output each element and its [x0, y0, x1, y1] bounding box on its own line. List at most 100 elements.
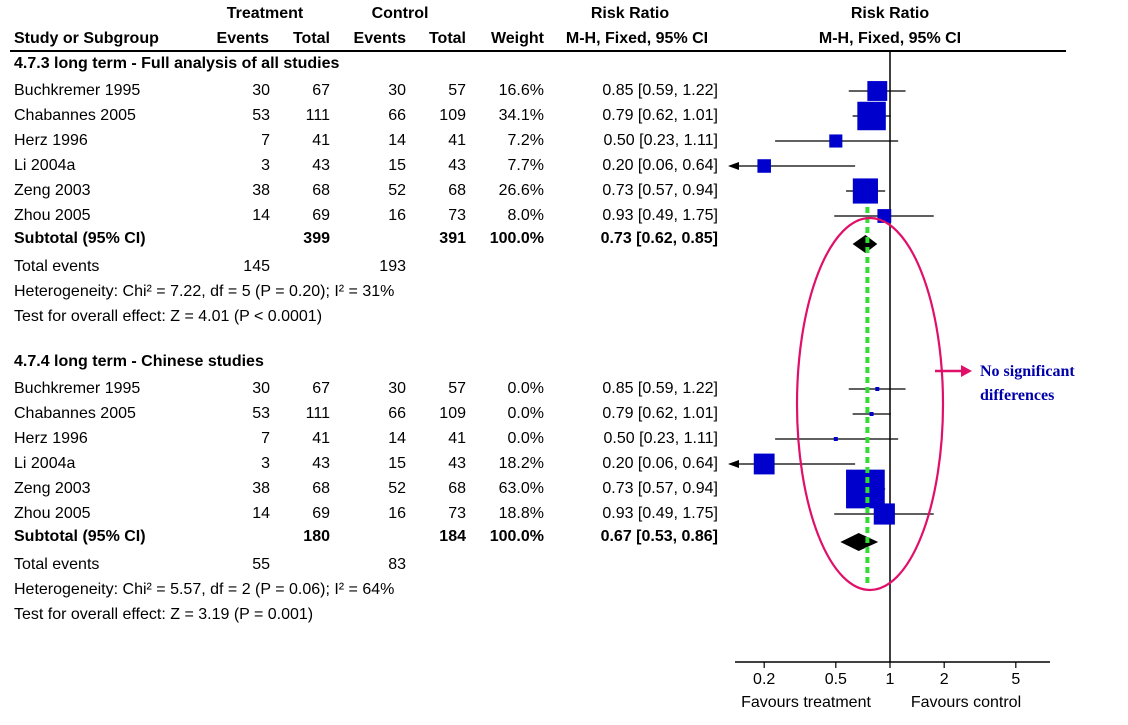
study-t-total: 67: [312, 380, 330, 397]
subtotal-label: Subtotal (95% CI): [14, 230, 146, 247]
study-c-total: 41: [448, 430, 466, 447]
study-name: Zhou 2005: [14, 505, 91, 522]
study-weight: 0.0%: [507, 405, 544, 422]
study-t-events: 30: [252, 380, 270, 397]
total-events-treatment: 55: [252, 556, 270, 573]
x-tick-label: 5: [1011, 671, 1020, 688]
subtotal-weight: 100.0%: [489, 230, 544, 247]
study-ci: 0.73 [0.57, 0.94]: [602, 182, 718, 199]
total-events-control: 83: [388, 556, 406, 573]
study-ci: 0.50 [0.23, 1.11]: [603, 430, 718, 447]
header-rr-method: M-H, Fixed, 95% CI: [565, 30, 709, 47]
study-c-total: 109: [439, 405, 466, 422]
study-c-total: 73: [448, 207, 466, 224]
header-rule: [10, 50, 1066, 52]
study-c-total: 43: [448, 157, 466, 174]
study-c-total: 57: [448, 380, 466, 397]
study-t-events: 3: [261, 455, 270, 472]
group-title: 4.7.3 long term - Full analysis of all s…: [14, 55, 340, 72]
overall-effect-text: Test for overall effect: Z = 3.19 (P = 0…: [14, 606, 314, 623]
study-t-total: 43: [312, 157, 330, 174]
study-name: Li 2004a: [14, 455, 76, 472]
x-tick-label: 0.5: [825, 671, 847, 688]
subtotal-t-total: 180: [303, 528, 330, 545]
point-marker: [829, 134, 843, 148]
header-study: Study or Subgroup: [14, 30, 159, 47]
study-c-events: 16: [388, 505, 406, 522]
header-plot-method: M-H, Fixed, 95% CI: [818, 30, 962, 47]
point-marker: [857, 101, 886, 131]
annotation-line-1: No significant: [980, 363, 1075, 380]
header-treatment: Treatment: [226, 5, 304, 22]
study-c-events: 52: [388, 480, 406, 497]
study-ci: 0.20 [0.06, 0.64]: [602, 455, 718, 472]
study-c-total: 73: [448, 505, 466, 522]
study-ci: 0.50 [0.23, 1.11]: [603, 132, 718, 149]
study-ci: 0.73 [0.57, 0.94]: [602, 480, 718, 497]
subtotal-weight: 100.0%: [489, 528, 544, 545]
study-ci: 0.85 [0.59, 1.22]: [602, 380, 718, 397]
subtotal-c-total: 391: [439, 230, 466, 247]
header-risk-ratio: Risk Ratio: [590, 5, 670, 22]
x-tick-label: 1: [886, 671, 895, 688]
study-ci: 0.93 [0.49, 1.75]: [602, 505, 718, 522]
header-control: Control: [371, 5, 429, 22]
study-weight: 8.0%: [507, 207, 544, 224]
subtotal-diamond: [840, 533, 879, 551]
highlight-ellipse: [795, 216, 945, 592]
subtotal-ci: 0.67 [0.53, 0.86]: [600, 528, 718, 545]
annotation-line-2: differences: [980, 387, 1055, 404]
study-c-events: 15: [388, 455, 406, 472]
study-t-events: 30: [252, 82, 270, 99]
study-t-events: 14: [252, 505, 270, 522]
study-weight: 0.0%: [507, 430, 544, 447]
study-c-events: 14: [388, 430, 406, 447]
study-ci: 0.79 [0.62, 1.01]: [602, 405, 718, 422]
heterogeneity-text: Heterogeneity: Chi² = 5.57, df = 2 (P = …: [14, 581, 395, 598]
study-name: Herz 1996: [14, 132, 88, 149]
point-marker: [873, 503, 895, 525]
study-weight: 0.0%: [507, 380, 544, 397]
study-name: Chabannes 2005: [14, 405, 136, 422]
header-c-total: Total: [428, 30, 466, 47]
study-weight: 34.1%: [498, 107, 544, 124]
header-weight: Weight: [490, 30, 544, 47]
subtotal-ci: 0.73 [0.62, 0.85]: [600, 230, 718, 247]
study-t-total: 111: [305, 107, 330, 124]
subtotal-t-total: 399: [303, 230, 330, 247]
study-c-total: 41: [448, 132, 466, 149]
study-c-total: 57: [448, 82, 466, 99]
study-name: Li 2004a: [14, 157, 76, 174]
point-marker: [867, 81, 888, 101]
point-marker: [869, 412, 874, 416]
study-c-total: 68: [448, 480, 466, 497]
point-marker: [753, 453, 775, 475]
ci-arrow-left: [728, 162, 739, 170]
study-name: Zeng 2003: [14, 480, 91, 497]
study-name: Buchkremer 1995: [14, 82, 141, 99]
ci-arrow-left: [728, 460, 739, 468]
study-t-events: 53: [252, 107, 270, 124]
study-c-events: 15: [388, 157, 406, 174]
study-t-events: 38: [252, 182, 270, 199]
study-name: Herz 1996: [14, 430, 88, 447]
study-weight: 16.6%: [498, 82, 544, 99]
study-c-total: 43: [448, 455, 466, 472]
point-marker: [852, 178, 878, 204]
overall-effect-text: Test for overall effect: Z = 4.01 (P < 0…: [14, 308, 323, 325]
header-t-total: Total: [292, 30, 330, 47]
study-weight: 18.8%: [498, 505, 544, 522]
study-c-events: 30: [388, 82, 406, 99]
study-name: Buchkremer 1995: [14, 380, 141, 397]
subtotal-c-total: 184: [439, 528, 466, 545]
study-c-events: 14: [388, 132, 406, 149]
total-events-label: Total events: [14, 258, 100, 275]
subtotal-label: Subtotal (95% CI): [14, 528, 146, 545]
study-ci: 0.93 [0.49, 1.75]: [602, 207, 718, 224]
study-weight: 7.7%: [507, 157, 544, 174]
study-t-events: 38: [252, 480, 270, 497]
study-c-total: 68: [448, 182, 466, 199]
x-tick-label: 2: [940, 671, 949, 688]
study-ci: 0.20 [0.06, 0.64]: [602, 157, 718, 174]
